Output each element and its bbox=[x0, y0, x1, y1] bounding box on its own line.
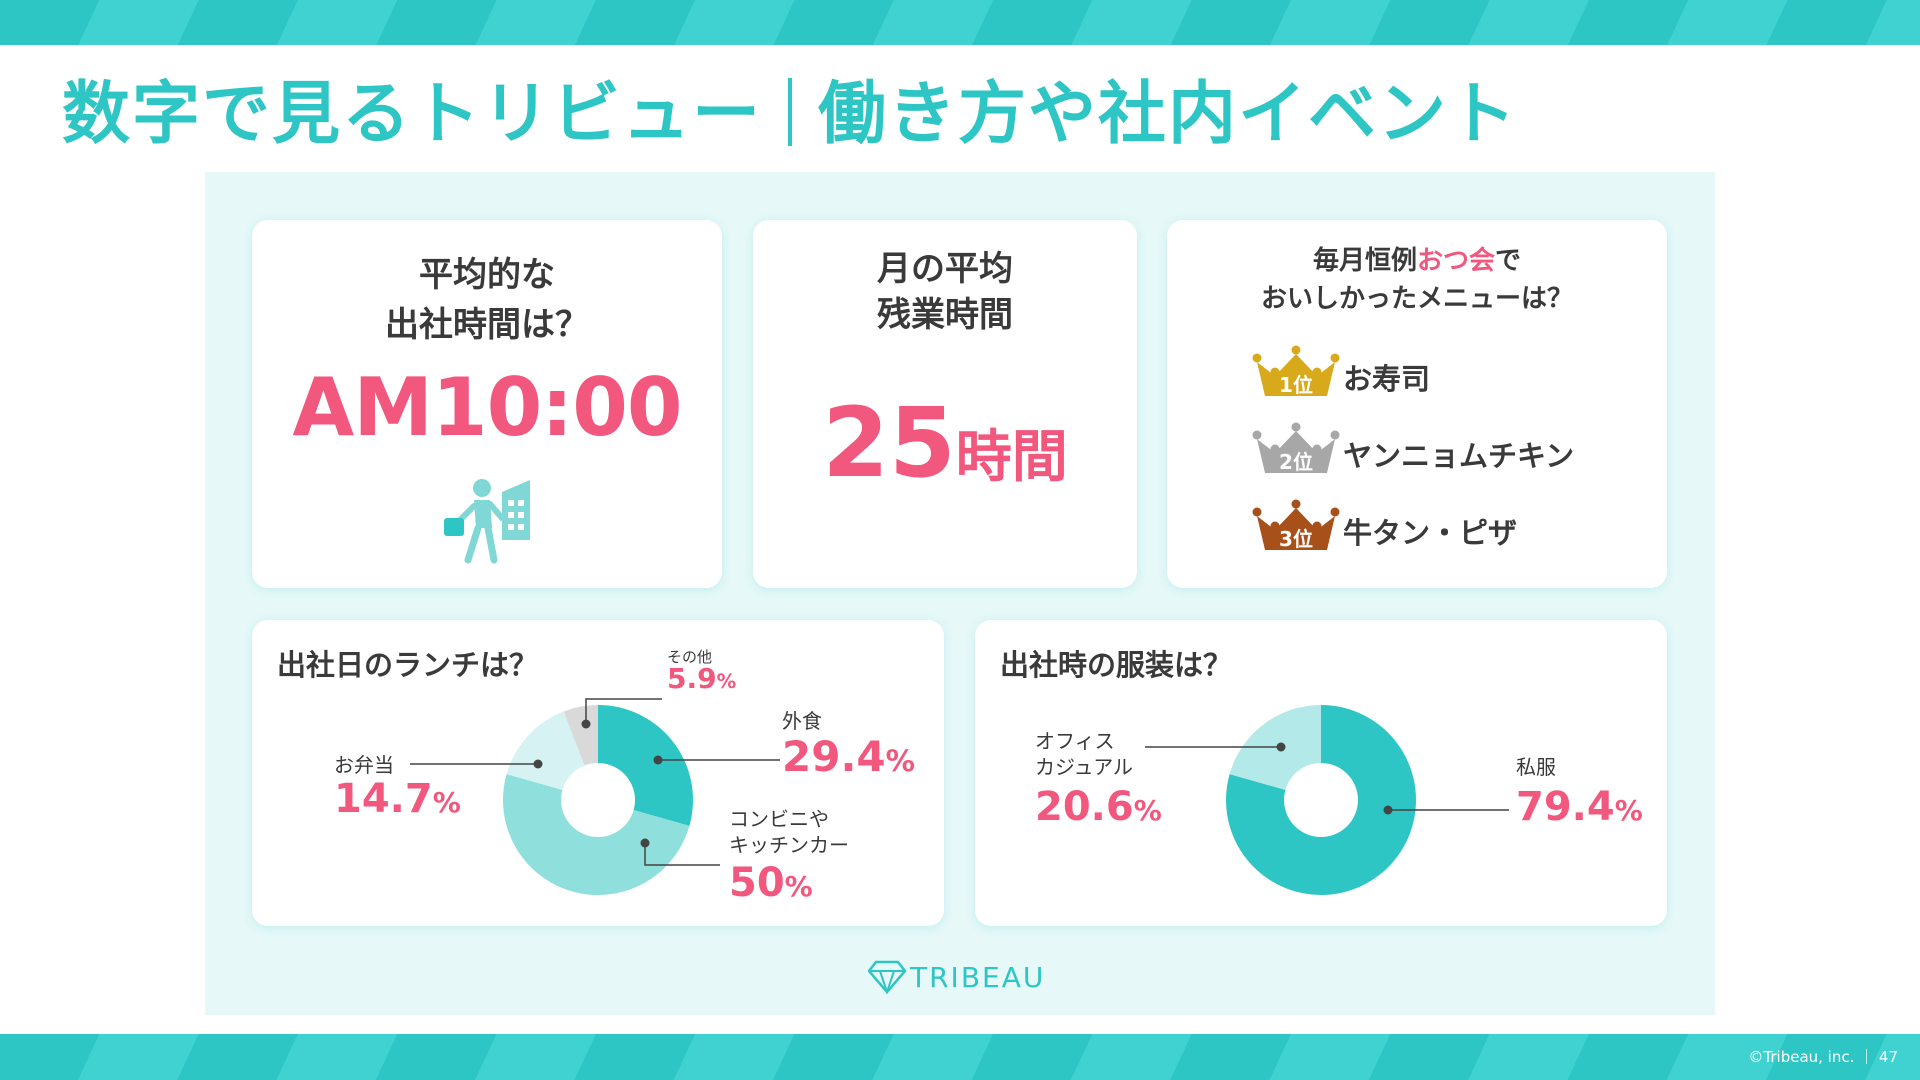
lunch-bento-unit: % bbox=[432, 786, 461, 819]
lunch-chart-title: 出社日のランチは？ bbox=[277, 648, 539, 682]
clothing-office-value: 20.6% bbox=[1035, 784, 1162, 830]
lunch-convenience-number: 50 bbox=[729, 860, 785, 906]
ranking-name: お寿司 bbox=[1343, 362, 1431, 396]
clothing-casual-number: 79.4 bbox=[1516, 784, 1615, 830]
clothing-office-unit: % bbox=[1133, 794, 1162, 827]
lunch-convenience-value: 50% bbox=[729, 860, 813, 906]
overtime-value: 25時間 bbox=[753, 388, 1137, 498]
overtime-unit: 時間 bbox=[955, 425, 1068, 490]
clothing-office-line1: オフィス bbox=[1035, 729, 1115, 753]
lunch-other-unit: % bbox=[716, 670, 737, 693]
lunch-convenience-label: コンビニや キッチンカー bbox=[729, 806, 849, 858]
ranking-item-3: 3位 牛タン・ピザ bbox=[1167, 496, 1667, 566]
donut-slice-3 bbox=[506, 711, 585, 790]
lunch-bento-label: お弁当 bbox=[334, 753, 394, 777]
crown-icon: 2位 bbox=[1252, 422, 1340, 474]
overtime-question-line1: 月の平均 bbox=[877, 249, 1013, 289]
diamond-icon bbox=[868, 960, 906, 994]
overtime-question: 月の平均 残業時間 bbox=[753, 246, 1137, 338]
donut-slice-4 bbox=[563, 705, 598, 766]
donut-slice-1 bbox=[1226, 705, 1416, 895]
brand-name: TRIBEAU bbox=[910, 961, 1046, 994]
lunch-other-label: その他 bbox=[667, 648, 713, 666]
lunch-other-number: 5.9 bbox=[667, 662, 717, 695]
title-left: 数字で見るトリビュー bbox=[62, 75, 763, 154]
snack-question-line2: おいしかったメニューは？ bbox=[1260, 284, 1573, 314]
bottom-band bbox=[0, 1034, 1920, 1080]
lunch-other-value: 5.9% bbox=[667, 662, 736, 695]
lunch-donut-chart bbox=[410, 698, 780, 895]
copyright: ©Tribeau, inc. ｜ 47 bbox=[1748, 1048, 1898, 1066]
leader-dot bbox=[1276, 742, 1286, 752]
leader-line bbox=[585, 698, 662, 724]
ranking-name: 牛タン・ピザ bbox=[1343, 516, 1518, 550]
top-band bbox=[0, 0, 1920, 45]
clothing-card: 出社時の服装は？ オフィス カジュアル 20.6% 私服 79.4% bbox=[975, 620, 1667, 926]
snack-question-highlight: おつ会 bbox=[1416, 246, 1495, 276]
title-separator bbox=[788, 78, 793, 147]
donut-slice-1 bbox=[598, 705, 693, 826]
crown-icon: 1位 bbox=[1252, 345, 1340, 397]
leader-line bbox=[644, 843, 720, 866]
clothing-donut-chart bbox=[1145, 705, 1509, 895]
lunch-eatout-number: 29.4 bbox=[782, 732, 886, 781]
lunch-card: 出社日のランチは？ その他 5.9% 外食 29.4% お弁当 14.7% コン… bbox=[252, 620, 944, 926]
tribeau-logo: TRIBEAU bbox=[868, 958, 1058, 998]
arrival-time-card: 平均的な 出社時間は？ AM10:00 bbox=[252, 220, 722, 588]
lunch-bento-number: 14.7 bbox=[334, 776, 433, 822]
overtime-question-line2: 残業時間 bbox=[877, 295, 1013, 335]
snack-question-line1: 毎月恒例おつ会で bbox=[1167, 242, 1667, 280]
lunch-convenience-unit: % bbox=[784, 870, 813, 903]
clothing-office-line2: カジュアル bbox=[1035, 755, 1133, 779]
leader-dot bbox=[581, 719, 591, 729]
leader-dot bbox=[640, 838, 650, 848]
lunch-convenience-line1: コンビニや bbox=[729, 807, 829, 831]
crown-icon: 3位 bbox=[1252, 499, 1340, 551]
commuter-icon bbox=[444, 479, 530, 564]
clothing-office-label: オフィス カジュアル bbox=[1035, 728, 1133, 780]
lunch-eatout-value: 29.4% bbox=[782, 732, 915, 781]
lunch-eatout-unit: % bbox=[885, 744, 916, 778]
clothing-casual-value: 79.4% bbox=[1516, 784, 1643, 830]
page-title: 数字で見るトリビュー 働き方や社内イベント bbox=[62, 70, 1518, 160]
lunch-convenience-line2: キッチンカー bbox=[729, 833, 849, 857]
ranking-name: ヤンニョムチキン bbox=[1343, 439, 1575, 473]
lunch-eatout-label: 外食 bbox=[782, 709, 822, 733]
rank-badge: 1位 bbox=[1279, 373, 1313, 397]
arrival-value: AM10:00 bbox=[292, 361, 682, 454]
clothing-chart-title: 出社時の服装は？ bbox=[1000, 648, 1233, 682]
leader-dot bbox=[653, 755, 663, 765]
clothing-casual-label: 私服 bbox=[1516, 755, 1556, 779]
leader-dot bbox=[533, 759, 543, 769]
rank-badge: 3位 bbox=[1279, 527, 1313, 551]
clothing-office-number: 20.6 bbox=[1035, 784, 1134, 830]
overtime-card: 月の平均 残業時間 25時間 bbox=[753, 220, 1137, 588]
leader-dot bbox=[1383, 805, 1393, 815]
snack-ranking-card: 毎月恒例おつ会で おいしかったメニューは？ 1位 お寿司 2位 ヤンニョムチキン 3位 牛… bbox=[1167, 220, 1667, 588]
arrival-question-line2: 出社時間は？ bbox=[385, 305, 589, 345]
ranking-item-1: 1位 お寿司 bbox=[1167, 342, 1667, 412]
arrival-question-line1: 平均的な bbox=[419, 255, 555, 295]
ranking-item-2: 2位 ヤンニョムチキン bbox=[1167, 419, 1667, 489]
snack-question-suffix: で bbox=[1495, 246, 1522, 276]
overtime-number: 25 bbox=[822, 387, 956, 499]
snack-question-prefix: 毎月恒例 bbox=[1312, 246, 1417, 276]
lunch-bento-value: 14.7% bbox=[334, 776, 461, 822]
clothing-casual-unit: % bbox=[1614, 794, 1643, 827]
donut-slice-2 bbox=[503, 774, 690, 895]
arrival-question: 平均的な 出社時間は？ bbox=[252, 250, 722, 350]
rank-badge: 2位 bbox=[1279, 450, 1313, 474]
snack-question: 毎月恒例おつ会で おいしかったメニューは？ bbox=[1167, 242, 1667, 318]
title-right: 働き方や社内イベント bbox=[818, 75, 1519, 154]
